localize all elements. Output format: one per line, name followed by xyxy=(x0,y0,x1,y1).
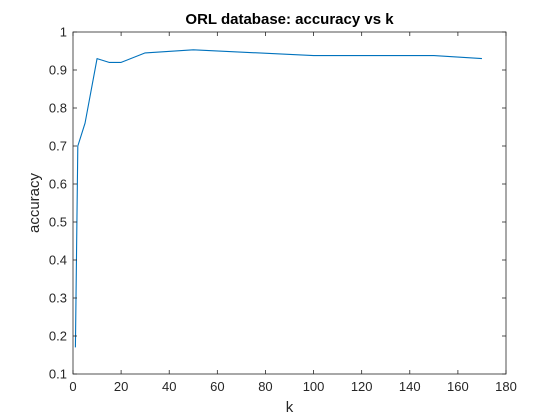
y-tick-label: 0.3 xyxy=(49,291,67,306)
y-tick-label: 0.2 xyxy=(49,329,67,344)
x-tick-label: 40 xyxy=(162,379,176,394)
y-tick-label: 1 xyxy=(60,25,67,40)
y-axis-ticks: 0.1 0.2 0.3 0.4 0.5 0.6 0.7 0.8 0.9 1 xyxy=(49,25,506,382)
x-tick-label: 180 xyxy=(495,379,517,394)
x-tick-label: 20 xyxy=(114,379,128,394)
x-tick-label: 100 xyxy=(303,379,325,394)
y-tick-label: 0.1 xyxy=(49,367,67,382)
y-tick-label: 0.6 xyxy=(49,177,67,192)
series-layer xyxy=(74,49,482,348)
x-tick-label: 120 xyxy=(351,379,373,394)
x-axis-ticks: 0 20 40 60 80 100 120 140 160 180 xyxy=(69,32,517,394)
x-tick-label: 80 xyxy=(258,379,272,394)
axes-box xyxy=(72,31,507,375)
y-tick-label: 0.8 xyxy=(49,101,67,116)
plot-area xyxy=(73,32,506,374)
x-tick-label: 140 xyxy=(399,379,421,394)
x-tick-label: 160 xyxy=(447,379,469,394)
series-line-1 xyxy=(74,49,482,348)
x-axis-label: k xyxy=(286,399,294,416)
chart-title: ORL database: accuracy vs k xyxy=(185,11,394,28)
y-tick-label: 0.9 xyxy=(49,63,67,78)
y-axis-label: accuracy xyxy=(26,172,43,233)
x-tick-label: 60 xyxy=(210,379,224,394)
y-tick-label: 0.4 xyxy=(49,253,67,268)
x-tick-label: 0 xyxy=(69,379,76,394)
y-tick-label: 0.5 xyxy=(49,215,67,230)
y-tick-label: 0.7 xyxy=(49,139,67,154)
